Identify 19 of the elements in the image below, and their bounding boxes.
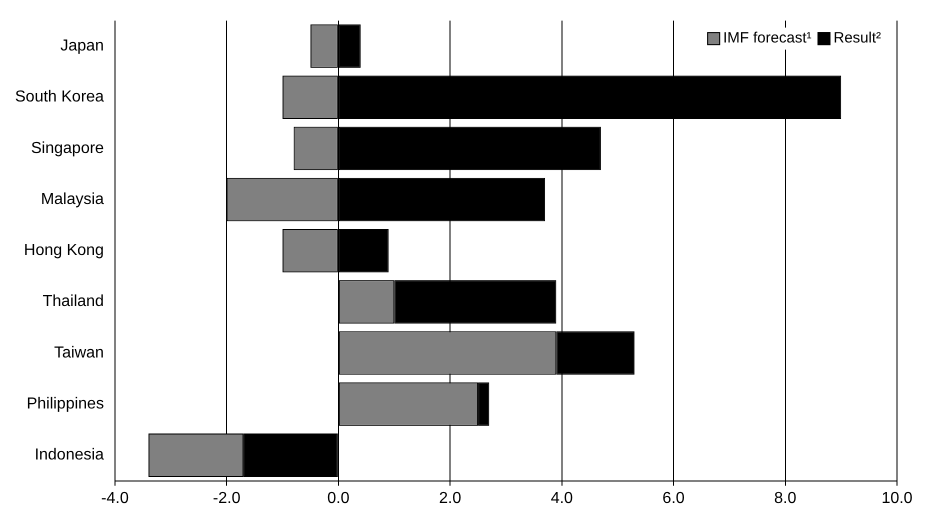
y-tick-label: Hong Kong bbox=[24, 242, 104, 260]
x-tick-label: 0.0 bbox=[327, 490, 350, 507]
x-tick-label: -4.0 bbox=[101, 490, 129, 507]
legend-label: IMF forecast¹ bbox=[723, 30, 812, 47]
y-tick-label: Japan bbox=[60, 38, 104, 55]
x-tick-label: -2.0 bbox=[212, 490, 241, 507]
x-tick-label: 2.0 bbox=[438, 490, 462, 507]
legend-label: Result² bbox=[833, 30, 882, 47]
y-tick-label: Philippines bbox=[26, 396, 104, 413]
y-tick-label: South Korea bbox=[15, 88, 104, 106]
x-tick-label: 8.0 bbox=[774, 490, 796, 507]
x-tick-label: 10.0 bbox=[881, 490, 913, 507]
x-tick-label: 6.0 bbox=[662, 490, 685, 507]
y-tick-label: Malaysia bbox=[40, 190, 104, 208]
y-tick-label: Singapore bbox=[31, 140, 104, 157]
y-tick-label: Indonesia bbox=[34, 446, 104, 464]
y-tick-label: Thailand bbox=[42, 293, 104, 310]
y-tick-label: Taiwan bbox=[54, 344, 104, 362]
x-tick-label: 4.0 bbox=[550, 490, 574, 507]
